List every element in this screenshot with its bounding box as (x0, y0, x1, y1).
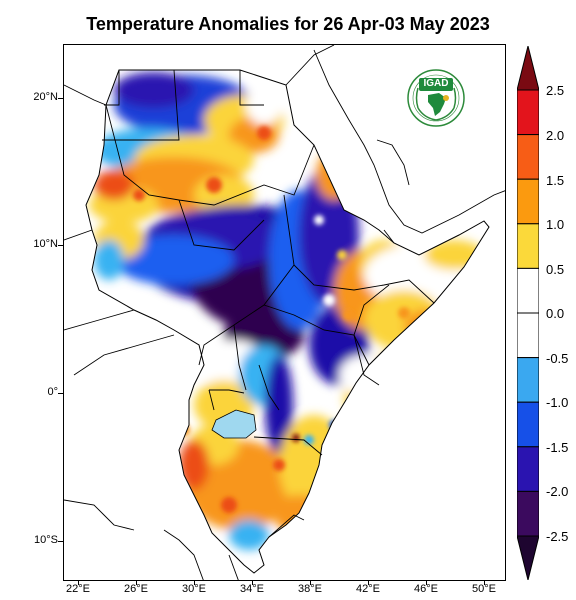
lat-label-10n: 10°N (33, 238, 58, 250)
colorbar-top-triangle (517, 46, 539, 91)
lon-label-30e: 30°E (182, 583, 206, 595)
colorbar-label: -0.5 (546, 351, 569, 366)
lon-label-38e: 38°E (298, 583, 322, 595)
lon-tick (368, 581, 369, 585)
colorbar (517, 46, 539, 580)
colorbar-segment (517, 401, 539, 448)
colorbar-label: 2.5 (546, 83, 565, 98)
lon-tick (194, 581, 195, 585)
colorbar-label: 2.0 (546, 128, 565, 143)
colorbar-label: 0.5 (546, 262, 565, 277)
lon-tick (252, 581, 253, 585)
colorbar-segment (517, 178, 539, 225)
lat-label-10s: 10°S (34, 534, 58, 546)
lon-tick (310, 581, 311, 585)
colorbar-segment (517, 267, 539, 314)
colorbar-bottom-triangle (517, 535, 539, 580)
colorbar-segment (517, 223, 539, 269)
lat-tick (58, 98, 63, 99)
lon-label-22e: 22°E (66, 583, 90, 595)
country-borders (64, 45, 505, 580)
igad-logo: IGAD (406, 68, 466, 128)
lon-tick (78, 581, 79, 585)
lon-label-46e: 46°E (414, 583, 438, 595)
lon-label-42e: 42°E (356, 583, 380, 595)
colorbar-label: 1.0 (546, 217, 565, 232)
colorbar-label: -1.0 (546, 395, 569, 410)
colorbar-segment (517, 134, 539, 180)
colorbar-segment (517, 490, 539, 537)
lon-label-26e: 26°E (124, 583, 148, 595)
lat-tick (58, 541, 63, 542)
colorbar-label: 0.0 (546, 306, 565, 321)
lon-label-50e: 50°E (472, 583, 496, 595)
colorbar-label: -1.5 (546, 440, 569, 455)
colorbar-label: -2.0 (546, 484, 569, 499)
colorbar-segment (517, 446, 539, 492)
lat-tick (58, 393, 63, 394)
lat-label-equator: 0° (47, 386, 58, 398)
colorbar-label: -2.5 (546, 529, 569, 544)
lon-label-34e: 34°E (240, 583, 264, 595)
map-title: Temperature Anomalies for 26 Apr-03 May … (86, 14, 490, 34)
colorbar-segment (517, 89, 539, 136)
igad-logo-text: IGAD (423, 78, 449, 89)
lon-tick (426, 581, 427, 585)
igad-emblem-icon (407, 69, 465, 127)
colorbar-label: 1.5 (546, 173, 565, 188)
lat-tick (58, 245, 63, 246)
colorbar-segments (517, 46, 539, 580)
lon-tick (136, 581, 137, 585)
lake-victoria (211, 409, 257, 439)
colorbar-segment (517, 312, 539, 359)
lon-tick (484, 581, 485, 585)
lat-label-20n: 20°N (33, 91, 58, 103)
colorbar-segment (517, 357, 539, 403)
anomaly-map-canvas (64, 45, 505, 580)
anomaly-map (63, 44, 506, 581)
